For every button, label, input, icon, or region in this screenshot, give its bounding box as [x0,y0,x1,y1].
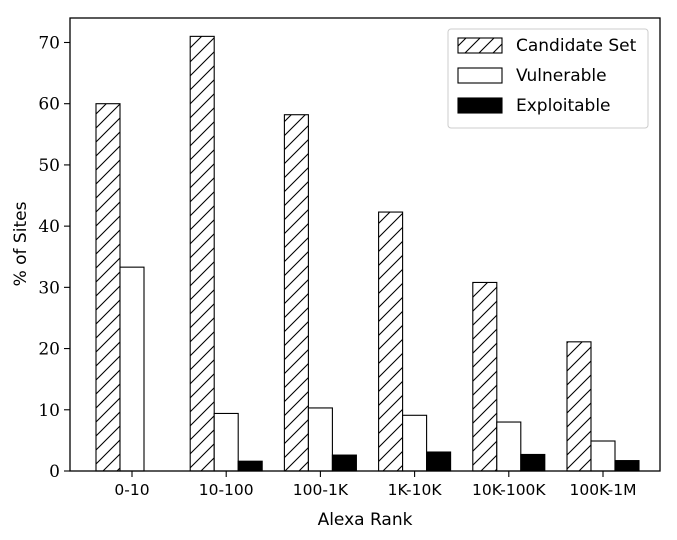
legend-label-vulnerable: Vulnerable [516,66,607,86]
y-tick-label: 10 [38,401,60,421]
bars-layer [95,35,640,472]
legend-swatch-vulnerable [457,67,503,84]
y-tick-label: 20 [38,340,60,360]
bar-exploitable-10-100 [237,460,263,472]
x-tick-label: 100K-1M [570,481,637,499]
bar-candidate-set-10k-100k [472,281,498,472]
y-tick-label: 0 [49,462,60,482]
y-tick-label: 50 [38,156,60,176]
bar-exploitable-10k-100k [520,453,546,472]
y-tick-label: 30 [38,278,60,298]
y-tick-label: 40 [38,217,60,237]
bar-vulnerable-10k-100k [496,421,522,472]
bar-exploitable-100k-1m [614,460,640,472]
bar-candidate-set-1k-10k [378,211,404,472]
x-tick-label: 10-100 [199,481,254,499]
x-tick-label: 0-10 [114,481,149,499]
bar-vulnerable-1k-10k [402,414,428,472]
bar-vulnerable-100-1k [307,407,333,472]
legend-swatch-candidate-set [457,37,503,54]
x-tick-label: 100-1K [293,481,349,499]
y-tick-label: 70 [38,33,60,53]
bar-vulnerable-10-100 [213,412,239,472]
x-tick-label: 1K-10K [388,481,443,499]
bar-exploitable-100-1k [331,454,357,472]
x-axis-label: Alexa Rank [318,510,413,530]
legend: Candidate Set Vulnerable Exploitable [447,28,649,129]
bar-vulnerable-0-10 [119,266,145,472]
x-tick-label: 10K-100K [472,481,546,499]
plot-frame [69,17,661,472]
bar-vulnerable-100k-1m [590,440,616,472]
bar-exploitable-1k-10k [426,451,452,472]
bar-candidate-set-100-1k [283,114,309,472]
legend-swatch-exploitable [457,97,503,114]
bar-candidate-set-0-10 [95,103,121,472]
bar-candidate-set-100k-1m [566,341,592,472]
legend-label-candidate-set: Candidate Set [516,36,637,56]
y-axis-ticks: 0 10 20 30 40 50 60 70 [38,33,70,482]
bar-candidate-set-10-100 [189,35,215,472]
y-tick-label: 60 [38,95,60,115]
y-axis-label: % of Sites [11,201,31,286]
x-axis-ticks: 0-10 10-100 100-1K 1K-10K 10K-100K 100K-1M [114,471,636,499]
legend-label-exploitable: Exploitable [516,96,611,116]
